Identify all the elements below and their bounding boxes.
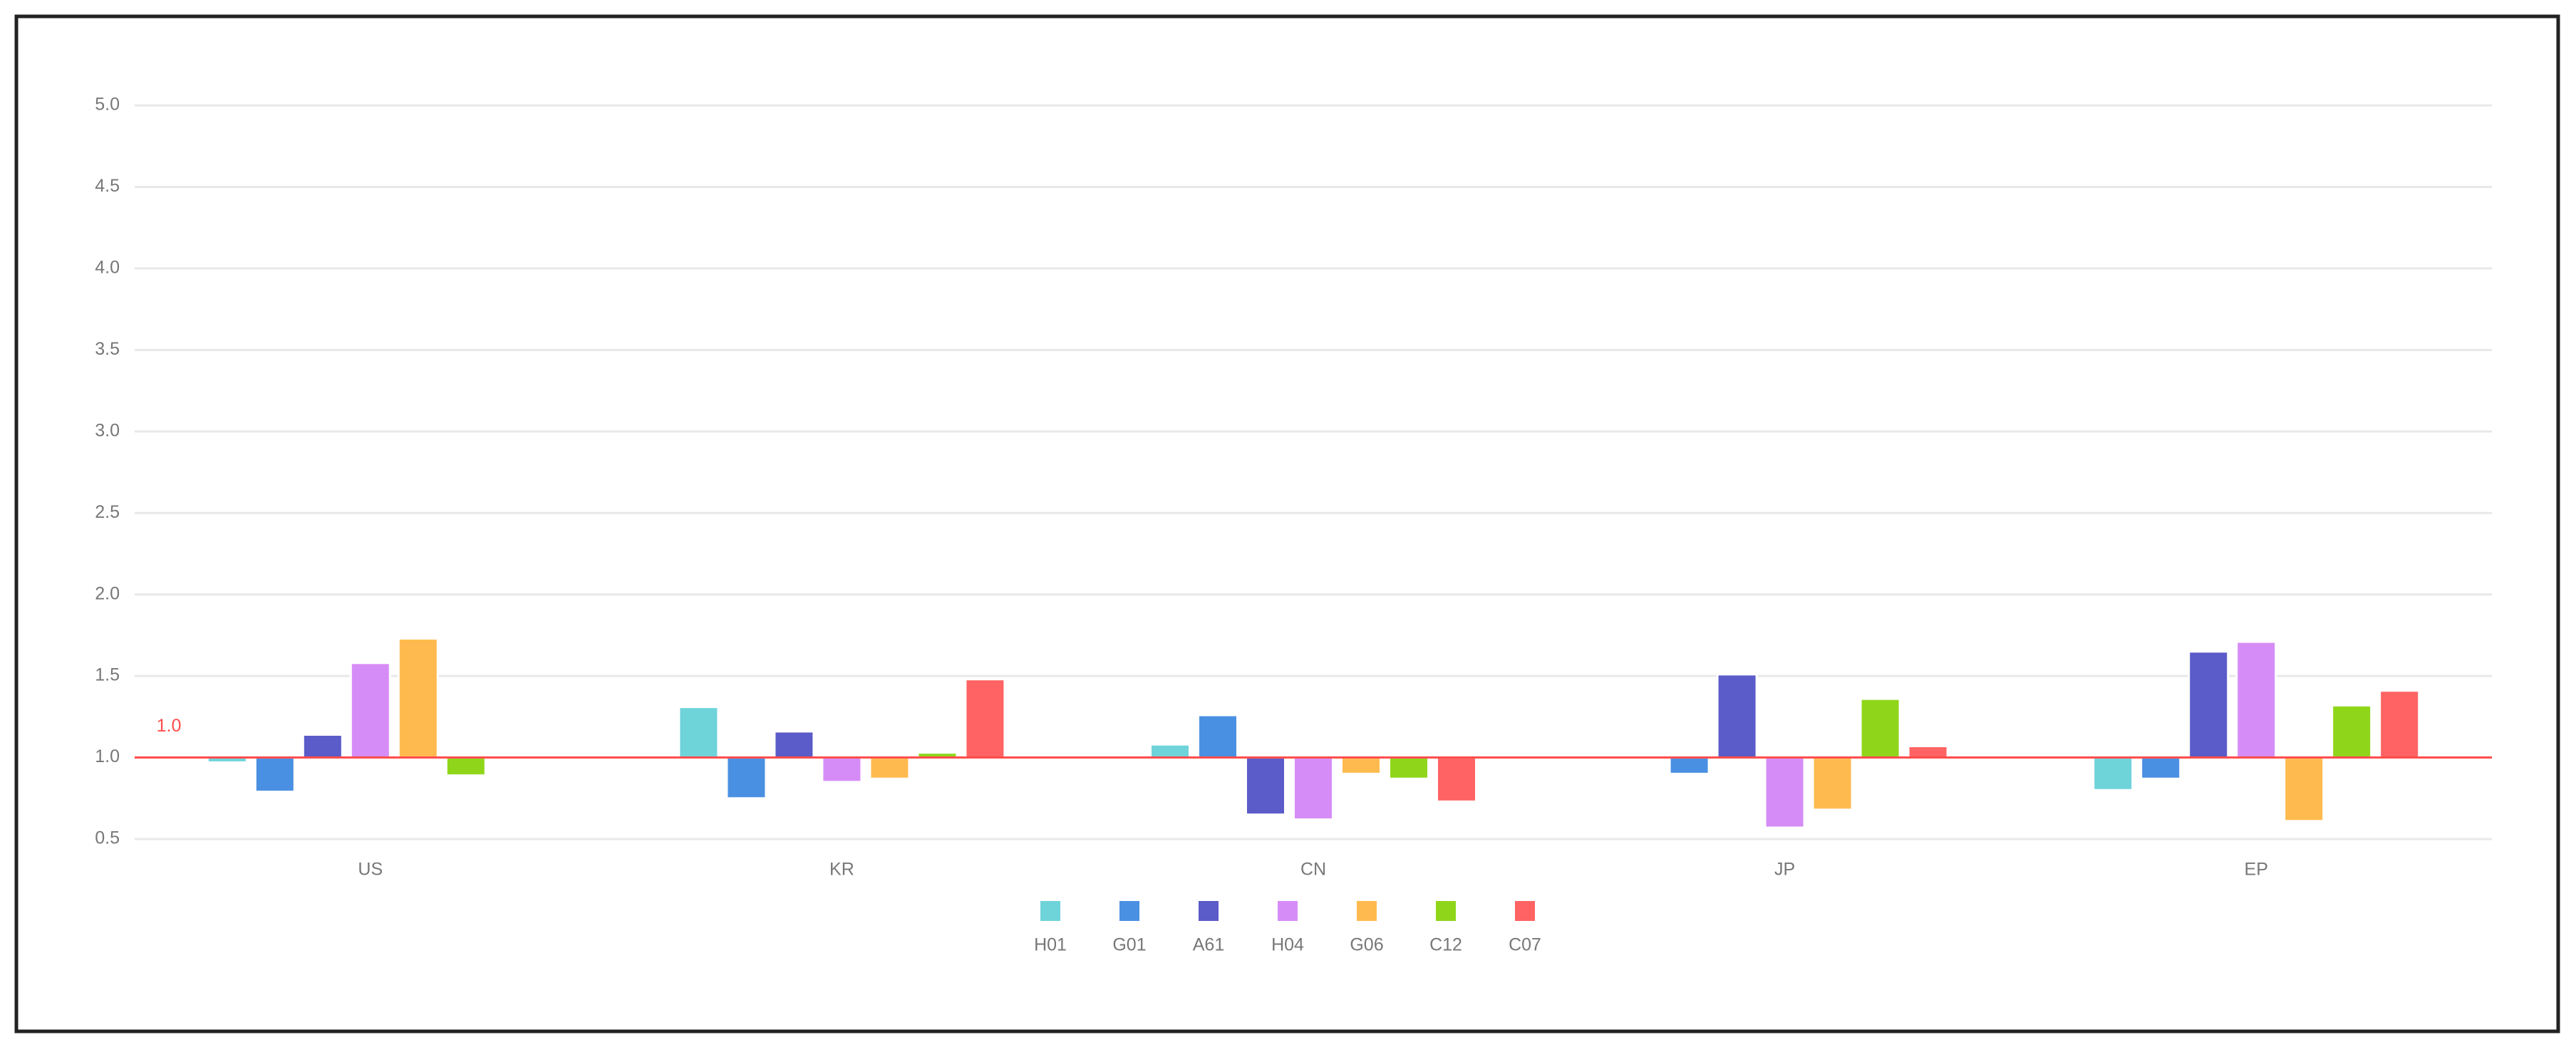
y-tick-label: 1.5 (95, 665, 120, 685)
legend-swatch (1199, 901, 1219, 921)
bar (1859, 697, 1901, 759)
x-tick-label: JP (1774, 860, 1795, 880)
bar (301, 734, 343, 759)
bar (2235, 640, 2277, 759)
bar (349, 662, 391, 759)
bar (2140, 756, 2182, 780)
bar (2283, 756, 2325, 823)
legend-swatch (1357, 901, 1377, 921)
bar (1764, 756, 1806, 829)
y-tick-label: 5.0 (95, 95, 120, 115)
bar (869, 756, 911, 780)
bar (254, 756, 296, 793)
bar (1436, 756, 1477, 803)
bar (1149, 743, 1191, 759)
bar (2188, 650, 2230, 759)
legend-swatch (1515, 901, 1535, 921)
bar (1907, 745, 1949, 759)
bar (1340, 756, 1382, 775)
y-tick-label: 4.0 (95, 257, 120, 277)
bar (2331, 704, 2373, 759)
legend-swatch (1119, 901, 1139, 921)
y-tick-label: 4.5 (95, 176, 120, 196)
bar (773, 730, 815, 759)
x-tick-label: KR (829, 860, 854, 880)
y-tick-label: 3.0 (95, 420, 120, 440)
legend-swatch (1040, 901, 1060, 921)
bar (397, 637, 439, 759)
legend-label: C12 (1429, 935, 1462, 955)
bar (1716, 673, 1758, 759)
x-tick-label: US (358, 860, 383, 880)
bar (1388, 756, 1429, 780)
bar (2379, 689, 2421, 759)
legend-label: H04 (1271, 935, 1304, 955)
bar (1668, 756, 1710, 775)
frame (14, 14, 2560, 1033)
bar (821, 756, 863, 783)
y-tick-label: 3.5 (95, 339, 120, 359)
legend-label: H01 (1034, 935, 1067, 955)
legend-label: G01 (1112, 935, 1146, 955)
legend-label: G06 (1350, 935, 1383, 955)
bar (725, 756, 767, 800)
bar (445, 756, 487, 777)
legend-swatch (1436, 901, 1456, 921)
bar (1293, 756, 1334, 821)
bar (1245, 756, 1286, 816)
bar (678, 706, 720, 759)
reference-label: 1.0 (157, 716, 182, 736)
legend-label: A61 (1193, 935, 1224, 955)
bar (1811, 756, 1853, 811)
legend-swatch (1278, 901, 1298, 921)
x-tick-label: EP (2245, 860, 2268, 880)
y-tick-label: 1.0 (95, 746, 120, 766)
x-tick-label: CN (1300, 860, 1326, 880)
y-tick-label: 2.5 (95, 502, 120, 522)
legend-label: C07 (1509, 935, 1541, 955)
bar (2092, 756, 2134, 791)
y-tick-label: 2.0 (95, 583, 120, 603)
bar (964, 678, 1006, 759)
bar (1197, 714, 1238, 759)
y-tick-label: 0.5 (95, 828, 120, 848)
